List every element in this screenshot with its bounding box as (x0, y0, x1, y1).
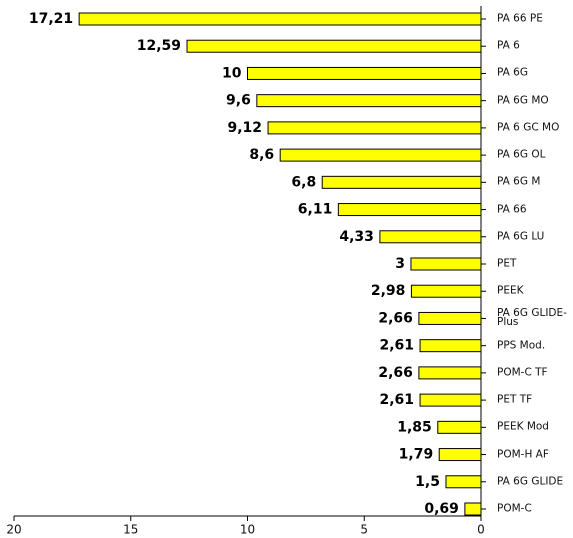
value-label: 0,69 (424, 501, 459, 517)
value-label: 2,66 (378, 310, 413, 326)
x-tick-label: 5 (360, 523, 368, 537)
bar (410, 257, 482, 271)
bar (464, 502, 482, 516)
x-tick-label: 10 (240, 523, 255, 537)
x-tick-label: 15 (123, 523, 138, 537)
value-label: 12,59 (137, 38, 181, 54)
value-label: 2,98 (371, 283, 406, 299)
category-label: PA 66 (497, 203, 527, 216)
category-label: PEEK (497, 284, 524, 297)
category-label: PA 6G (497, 66, 528, 79)
category-label: PA 6 GC MO (497, 121, 560, 134)
bar (337, 203, 482, 217)
category-label: PA 6G M (497, 175, 541, 188)
category-label: PA 6G GLIDE-Plus (497, 307, 567, 329)
bar (78, 12, 482, 26)
value-label: 3 (395, 256, 405, 272)
value-label: 17,21 (29, 11, 73, 27)
category-label: PPS Mod. (497, 339, 546, 352)
bar (410, 284, 482, 298)
value-label: 1,85 (397, 419, 432, 435)
category-label: PA 6G GLIDE (497, 475, 564, 488)
bar (247, 66, 482, 80)
x-tick-label: 20 (6, 523, 21, 537)
bar (256, 94, 482, 108)
bar (437, 420, 482, 434)
bar (445, 475, 482, 489)
category-label: PA 6G OL (497, 148, 546, 161)
bar (419, 393, 482, 407)
bar (379, 230, 482, 244)
category-label: PEEK Mod (497, 420, 549, 433)
value-label: 1,79 (399, 447, 434, 463)
value-label: 9,12 (228, 120, 263, 136)
value-label: 8,6 (249, 147, 274, 163)
value-label: 2,61 (380, 392, 415, 408)
category-label: PA 6G MO (497, 94, 549, 107)
category-label: PET TF (497, 393, 533, 406)
value-label: 10 (222, 65, 242, 81)
bar (321, 175, 482, 189)
value-label: 2,66 (378, 365, 413, 381)
value-label: 6,8 (291, 174, 316, 190)
bar (418, 311, 482, 325)
value-label: 9,6 (226, 93, 251, 109)
bar (186, 39, 482, 53)
value-label: 2,61 (380, 338, 415, 354)
value-label: 6,11 (298, 202, 333, 218)
category-label: POM-C TF (497, 366, 548, 379)
category-label: POM-H AF (497, 448, 549, 461)
bar (438, 448, 482, 462)
value-label: 1,5 (415, 474, 440, 490)
category-label: PA 66 PE (497, 12, 543, 25)
bar (279, 148, 482, 162)
category-label: PET (497, 257, 517, 270)
category-label: PA 6 (497, 39, 520, 52)
bar (419, 339, 482, 353)
category-label: POM-C (497, 502, 532, 515)
x-tick-label: 0 (477, 523, 485, 537)
bar (418, 366, 482, 380)
bar (267, 121, 482, 135)
category-label: PA 6G LU (497, 230, 545, 243)
value-label: 4,33 (339, 229, 374, 245)
